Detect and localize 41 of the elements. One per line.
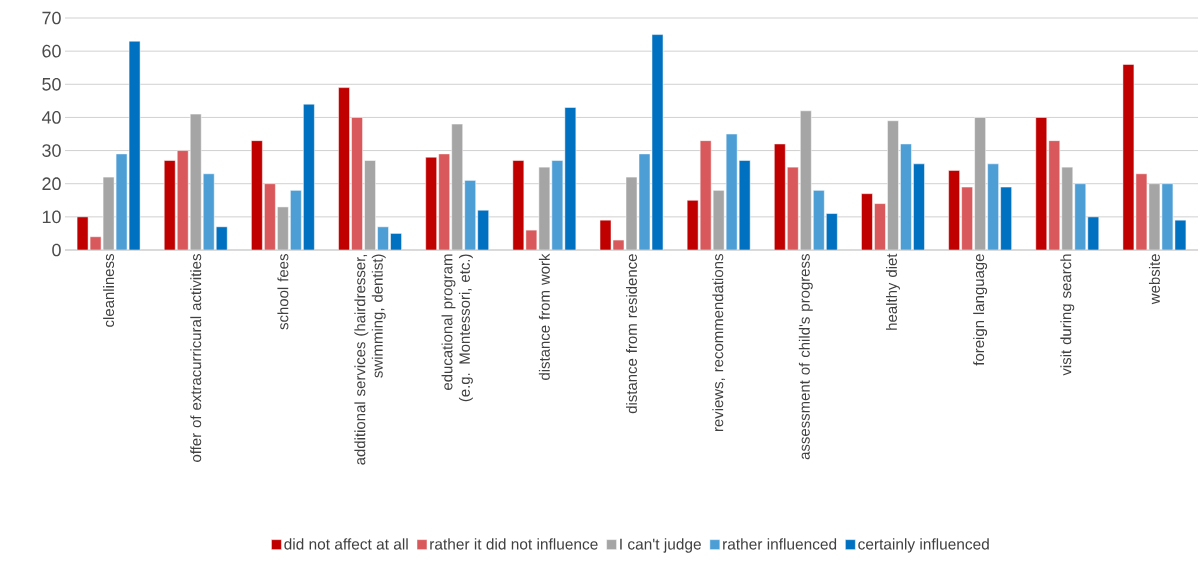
y-tick-label: 70 [42,11,61,25]
legend-label: did not affect at all [284,538,408,550]
bar [251,140,263,250]
bar [887,120,899,250]
x-tick-label: website [1148,254,1160,305]
bar [176,150,189,250]
x-tick-label: healthy diet [886,253,900,330]
x-tick-label: educational program (e.g. Montessori, etc.) [441,254,473,402]
bar [303,103,315,250]
y-tick-label: 60 [42,44,61,58]
x-tick-label: distance from work [538,253,550,380]
x-tick-label: assessment of child's progress [798,254,813,460]
legend-label: rather it did not influence [430,538,598,550]
legend-label: rather influenced [723,538,837,550]
x-tick-label: reviews, recommendations [712,254,726,432]
x-tick-label: school fees [277,254,289,330]
bar [451,123,463,250]
bar [974,117,986,250]
legend-label: I can't judge [620,538,701,553]
x-tick-label: cleanliness [103,254,115,327]
y-tick-label: 0 [52,243,61,257]
x-tick-label: offer of extracurricural activities [190,254,202,462]
x-tick-label: foreign language [973,254,988,366]
y-tick-label: 40 [41,111,61,124]
bar [338,87,350,250]
y-tick-label: 20 [42,177,61,191]
y-tick-label: 30 [42,144,61,157]
bar [351,117,363,250]
bar [699,140,712,250]
legend-label: certainly influenced [858,538,989,553]
bar [800,110,812,250]
y-tick-label: 10 [42,210,61,224]
bar [1048,140,1061,250]
bar [189,113,202,250]
x-tick-label: additional services (hairdresser, swimming, dentist) [354,254,386,465]
bar [913,163,925,250]
y-tick-label: 50 [42,77,61,91]
bar [1035,117,1048,250]
bar [987,163,999,250]
x-tick-label: visit during search [1060,254,1075,376]
x-tick-label: distance from residence [626,254,637,414]
